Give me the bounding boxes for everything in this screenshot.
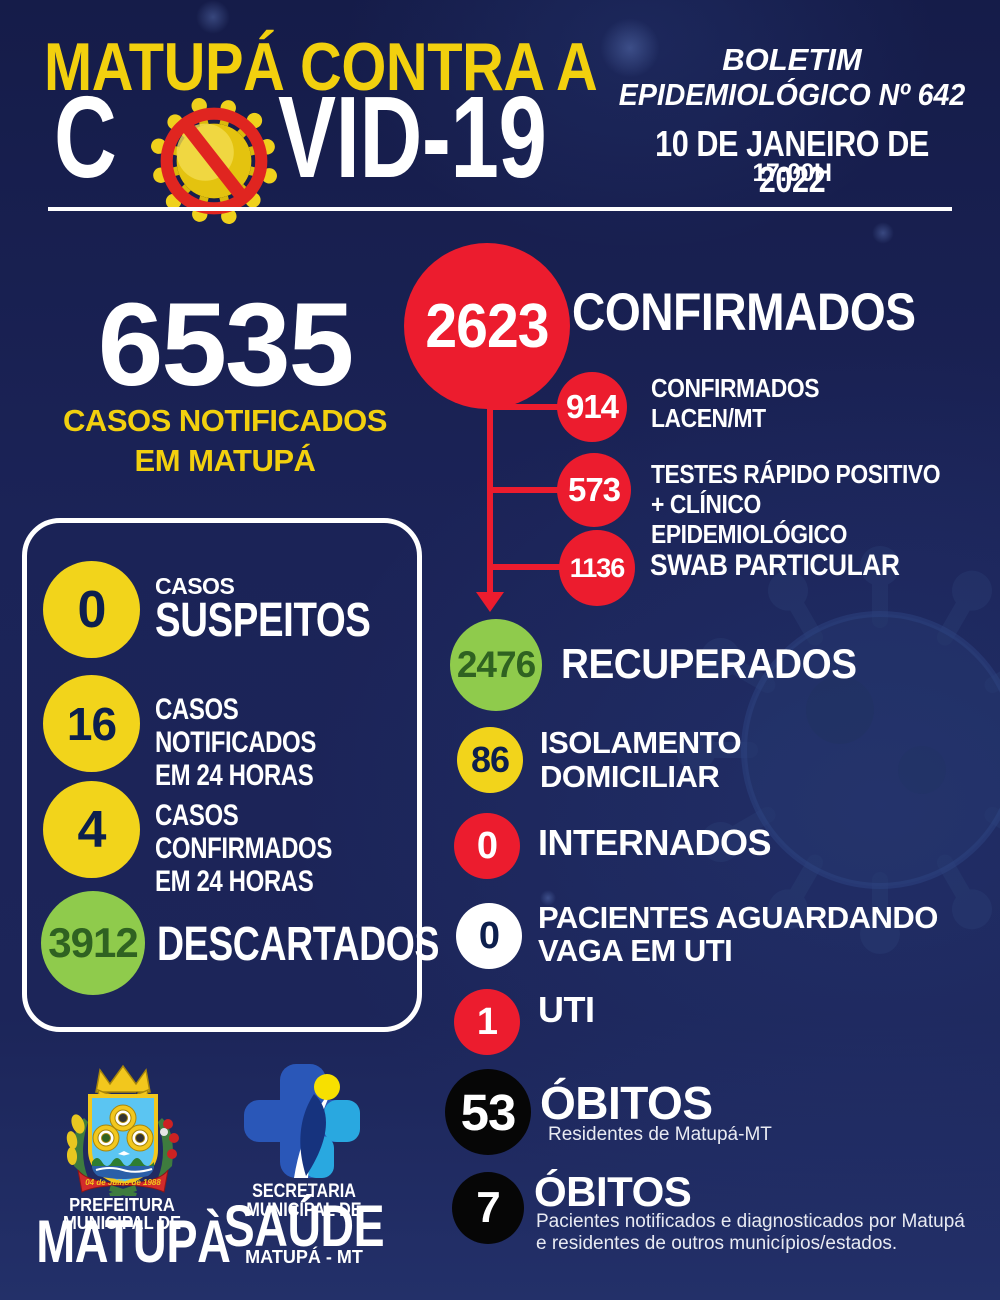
confirmed-24h-circle: 4 <box>43 781 140 878</box>
health-dept-logo <box>244 1064 360 1178</box>
deaths-other-circle: 7 <box>452 1172 524 1244</box>
suspected-label-small: CASOS <box>155 573 235 599</box>
hospitalized-value: 0 <box>476 824 498 867</box>
poster-title-line1: MATUPÁ CONTRA A <box>44 29 598 105</box>
recovered-circle: 2476 <box>450 619 542 711</box>
confirmed-total-value: 2623 <box>425 291 549 361</box>
confirmed-lacen-label: CONFIRMADOS LACEN/MT <box>651 373 820 434</box>
confirmed-rapid-test-circle: 573 <box>557 453 631 527</box>
bulletin-title-line1: BOLETIM <box>722 42 862 77</box>
deaths-residents-label: ÓBITOS <box>540 1077 713 1129</box>
confirmed-lacen-value: 914 <box>565 388 619 425</box>
awaiting-icu-label: PACIENTES AGUARDANDO VAGA EM UTI <box>538 900 938 969</box>
crest-right-plant <box>158 1118 179 1178</box>
notified-total-label-line1: CASOS NOTIFICADOS <box>63 403 387 438</box>
bokeh-glow <box>600 18 660 78</box>
bokeh-glow <box>196 0 230 34</box>
icu-label: UTI <box>538 989 595 1030</box>
discarded-value: 3912 <box>48 919 138 966</box>
bokeh-glow <box>540 890 556 906</box>
deaths-other-sublabel: Pacientes notificados e diagnosticados p… <box>536 1211 965 1255</box>
confirmed-rapid-test-label: TESTES RÁPIDO POSITIVO + CLÍNICO EPIDEMI… <box>651 459 941 550</box>
notified-total-label-line2: EM MATUPÁ <box>134 443 316 478</box>
poster-title-rest: VID-19 <box>278 72 547 202</box>
city-hall-crest: MATUPÁ 04 de Julho de 1988 <box>66 1064 179 1196</box>
isolation-circle: 86 <box>457 727 523 793</box>
awaiting-icu-circle: 0 <box>456 903 522 969</box>
notified-24h-label: CASOS NOTIFICADOS EM 24 HORAS <box>155 693 316 792</box>
notified-total-value: 6535 <box>97 279 355 411</box>
crest-banner-text: 04 de Julho de 1988 <box>85 1178 161 1187</box>
virus-watermark <box>676 546 1000 954</box>
awaiting-icu-value: 0 <box>478 914 500 957</box>
isolation-label: ISOLAMENTO DOMICILIAR <box>540 725 742 795</box>
icu-value: 1 <box>476 1000 498 1043</box>
connector-arrow-down <box>476 592 504 612</box>
isolation-value: 86 <box>470 739 510 780</box>
confirmed-24h-value: 4 <box>77 800 107 859</box>
confirmed-swab-circle: 1136 <box>559 530 635 606</box>
confirmed-rapid-test-value: 573 <box>567 471 621 508</box>
connector-branch-line <box>490 564 562 570</box>
confirmed-swab-label: SWAB PARTICULAR <box>650 549 900 582</box>
bokeh-glow <box>872 222 894 244</box>
connector-branch-line <box>490 404 560 410</box>
city-hall-label-line1: PREFEITURA MUNICIPAL DE <box>62 1195 182 1233</box>
discarded-circle: 3912 <box>41 891 145 995</box>
no-covid-virus-icon <box>151 98 277 224</box>
deaths-residents-sublabel: Residentes de Matupá-MT <box>548 1124 772 1145</box>
hospitalized-label: INTERNADOS <box>538 822 772 863</box>
poster-title-c: C <box>54 72 117 202</box>
city-hall-label-line2: MATUPÀ <box>36 1208 231 1275</box>
health-dept-label-line2: SAÚDE <box>223 1194 385 1259</box>
bulletin-date: 10 DE JANEIRO DE 2022 <box>655 123 929 200</box>
crest-left-plant <box>66 1114 88 1178</box>
recovered-label: RECUPERADOS <box>561 640 857 687</box>
confirmed-total-circle: 2623 <box>404 243 570 409</box>
recovered-value: 2476 <box>456 644 536 685</box>
suspected-value: 0 <box>77 580 107 639</box>
notified-24h-circle: 16 <box>43 675 140 772</box>
bulletin-title-line2: EPIDEMIOLÓGICO Nº 642 <box>618 77 966 112</box>
health-dept-label-line3: MATUPÁ - MT <box>245 1247 363 1267</box>
health-dept-label-line1: SECRETARIA MUNICIPAL DE <box>246 1181 362 1221</box>
confirmed-swab-value: 1136 <box>569 552 626 583</box>
side-panel: 0 CASOS SUSPEITOS 16 CASOS NOTIFICADOS E… <box>22 518 439 1032</box>
connector-branch-line <box>490 487 560 493</box>
icu-circle: 1 <box>454 989 520 1055</box>
deaths-residents-value: 53 <box>460 1083 517 1141</box>
suspected-circle: 0 <box>43 561 140 658</box>
deaths-other-value: 7 <box>476 1183 501 1232</box>
hospitalized-circle: 0 <box>454 813 520 879</box>
bulletin-time: 17:00H <box>752 159 833 187</box>
deaths-other-label: ÓBITOS <box>534 1168 692 1215</box>
suspected-label-big: SUSPEITOS <box>155 594 371 647</box>
connector-vertical-line <box>487 396 493 594</box>
discarded-label: DESCARTADOS <box>157 918 440 971</box>
header-divider <box>48 207 952 211</box>
confirmed-total-label: CONFIRMADOS <box>572 283 916 342</box>
confirmed-lacen-circle: 914 <box>557 372 627 442</box>
confirmed-24h-label: CASOS CONFIRMADOS EM 24 HORAS <box>155 799 332 898</box>
deaths-residents-circle: 53 <box>445 1069 531 1155</box>
notified-24h-value: 16 <box>66 697 117 750</box>
